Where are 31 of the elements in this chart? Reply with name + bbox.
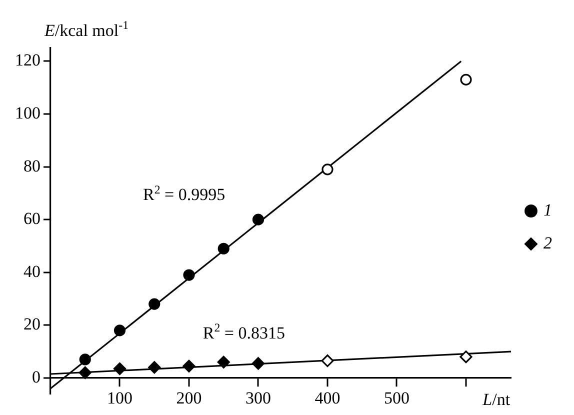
point	[148, 361, 161, 374]
y-tick-label: 60	[24, 209, 40, 228]
point	[79, 354, 91, 366]
y-tick-label: 120	[15, 50, 40, 70]
point	[321, 354, 334, 368]
legend-label: 1	[544, 200, 552, 220]
x-axis-title: L/nt	[482, 390, 510, 409]
x-tick-label: 500	[384, 388, 410, 408]
point	[217, 356, 230, 368]
y-tick-label: 80	[24, 156, 40, 176]
point	[183, 269, 195, 281]
y-tick-label: 0	[32, 367, 40, 386]
point	[322, 164, 334, 176]
y-tick-label: 20	[24, 314, 40, 334]
point	[113, 362, 126, 376]
point	[252, 214, 264, 226]
point	[114, 324, 126, 336]
x-tick-label: 300	[245, 388, 271, 408]
x-tick-label: 200	[176, 388, 202, 408]
y-tick-label: 40	[24, 262, 40, 281]
point	[460, 350, 472, 364]
point	[182, 360, 196, 372]
legend-label: 2	[544, 233, 552, 252]
point	[252, 357, 265, 370]
point	[78, 366, 92, 379]
point	[148, 298, 160, 310]
x-tick-label: 100	[107, 388, 132, 408]
point	[218, 242, 230, 254]
point	[460, 74, 472, 86]
x-tick-label: 400	[314, 388, 340, 408]
y-tick-label: 100	[15, 103, 40, 122]
